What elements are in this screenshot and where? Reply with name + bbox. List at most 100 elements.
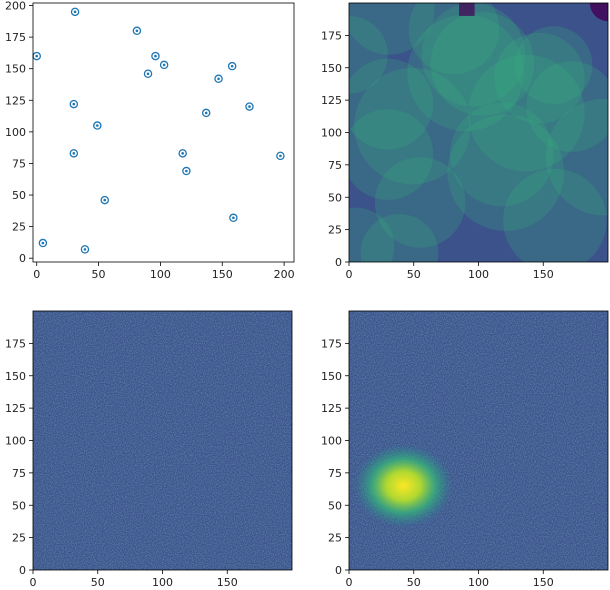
scatter-point-center [35, 54, 39, 58]
heatmap-background [349, 3, 608, 262]
blob-heatmap-panel: 0 50 100 150 0 25 50 75 100 125 150 175 [321, 310, 609, 589]
x-tick-label: 150 [533, 576, 554, 589]
scatter-point-center [162, 63, 166, 67]
heatmap-disc [354, 67, 471, 185]
y-tick-label: 25 [328, 532, 342, 545]
scatter-point-center [41, 241, 45, 245]
x-tick-label: 50 [407, 268, 421, 281]
scatter-point [159, 60, 169, 70]
scatter-point-center [72, 102, 76, 106]
noise-texture [33, 311, 292, 570]
y-tick-label: 25 [328, 224, 342, 237]
heatmap-disc [494, 32, 585, 124]
heatmap-disc [349, 58, 434, 150]
heatmap-disc [430, 12, 535, 116]
scatter-point [100, 195, 109, 205]
heatmap-dark-corner [589, 3, 608, 22]
scatter-point [70, 7, 80, 17]
y-tick-label: 150 [321, 62, 342, 75]
heatmap-disc [450, 102, 554, 207]
x-tick-label: 0 [346, 268, 353, 281]
scatter-point-center [232, 216, 235, 220]
x-tick-label: 100 [468, 268, 489, 281]
scatter-point [69, 99, 79, 109]
scatter-frame [32, 2, 295, 263]
y-tick-label: 100 [321, 435, 342, 448]
x-tick-label: 150 [212, 268, 233, 281]
y-tick-label: 50 [328, 499, 342, 512]
scatter-point [227, 61, 237, 71]
y-tick-label: 25 [12, 532, 26, 545]
heatmap-disc [514, 26, 593, 105]
scatter-point [132, 26, 142, 36]
heatmap-dark-corner [459, 3, 475, 16]
heatmap-disc [545, 98, 608, 216]
scatter-point [178, 149, 187, 158]
y-tick-label: 50 [328, 191, 342, 204]
noise-texture [349, 311, 608, 570]
scatter-point-center [154, 54, 157, 58]
scatter-point-center [230, 64, 234, 68]
y-tick-label: 50 [12, 499, 26, 512]
y-tick-label: 0 [335, 564, 342, 577]
heatmap-disc [360, 214, 439, 262]
x-tick-label: 150 [217, 576, 238, 589]
heatmap-disc [503, 168, 607, 262]
scatter-point [229, 213, 238, 223]
scatter-point-center [83, 248, 87, 251]
scatter-point [80, 245, 90, 254]
x-tick-label: 200 [274, 268, 295, 281]
y-tick-label: 125 [321, 402, 342, 415]
scatter-point [182, 166, 191, 176]
y-tick-label: 125 [5, 402, 26, 415]
scatter-point-center [135, 29, 139, 33]
heatmap-disc [349, 15, 388, 94]
scatter-point [201, 108, 211, 118]
x-tick-label: 0 [33, 268, 40, 281]
y-tick-label: 150 [321, 370, 342, 383]
scatter-point-center [248, 105, 251, 108]
heatmap-disc [408, 3, 500, 75]
scatter-point-center [185, 169, 188, 173]
heatmap-disc [447, 114, 564, 231]
scatter-point-center [217, 77, 220, 81]
scatter-point-center [103, 198, 107, 202]
x-tick-label: 100 [468, 576, 489, 589]
heatmap-disc [349, 3, 435, 55]
y-tick-label: 0 [19, 564, 26, 577]
x-tick-label: 50 [91, 576, 105, 589]
heatmap-disc [349, 109, 434, 200]
scatter-point [69, 149, 79, 158]
x-tick-label: 100 [150, 268, 171, 281]
circles-heatmap-panel: 0 50 100 150 0 25 50 75 100 125 150 175 [321, 2, 609, 281]
heatmap-disc [349, 207, 395, 262]
scatter-point-center [204, 111, 208, 115]
y-tick-label: 150 [5, 63, 26, 76]
y-tick-label: 0 [19, 252, 26, 265]
heatmap-hotspot [354, 444, 453, 528]
scatter-point [143, 69, 153, 79]
scatter-point [245, 102, 254, 111]
y-tick-label: 50 [12, 189, 26, 202]
scatter-point-center [73, 10, 77, 14]
scatter-point-center [96, 124, 99, 127]
x-tick-label: 50 [92, 268, 106, 281]
scatter-point [93, 121, 102, 130]
y-tick-label: 150 [5, 370, 26, 383]
y-tick-label: 100 [5, 435, 26, 448]
scatter-point-center [279, 154, 282, 158]
scatter-point-center [72, 152, 76, 155]
heatmap-disc [421, 3, 526, 107]
heatmap-disc [374, 157, 466, 248]
y-tick-label: 200 [5, 0, 26, 13]
x-tick-label: 0 [30, 576, 37, 589]
heatmap-disc [407, 14, 524, 132]
heatmap-disc [468, 54, 585, 172]
scatter-point [214, 74, 223, 84]
x-tick-label: 0 [346, 576, 353, 589]
noise-heatmap-panel: 0 50 100 150 0 25 50 75 100 125 150 175 [5, 310, 293, 589]
y-tick-label: 175 [321, 337, 342, 350]
y-tick-label: 0 [335, 256, 342, 269]
x-tick-label: 50 [407, 576, 421, 589]
